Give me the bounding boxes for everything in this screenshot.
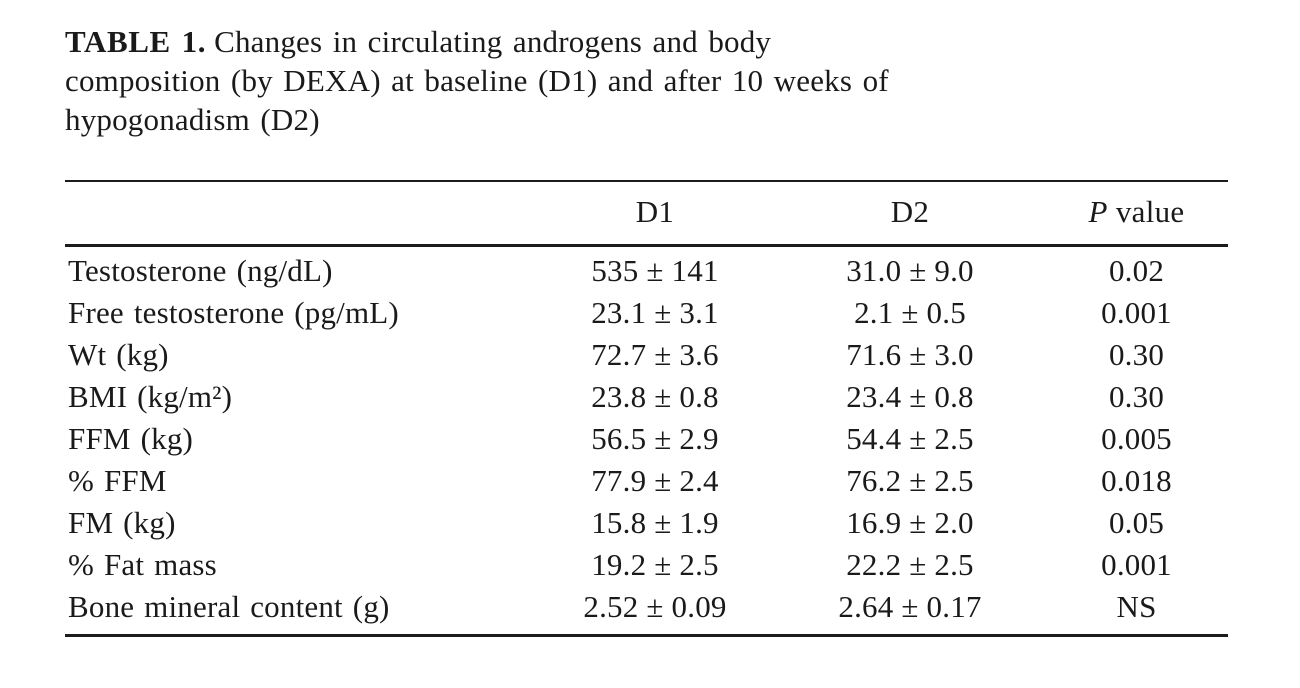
header-d2: D2: [775, 181, 1045, 247]
cell-parameter: FM (kg): [68, 505, 176, 540]
cell-p-value: NS: [1116, 589, 1157, 624]
table-row: FFM (kg) 56.5 ± 2.9 54.4 ± 2.5 0.005: [65, 418, 1228, 460]
paper-page: TABLE 1. Changes in circulating androgens…: [65, 22, 1228, 637]
table-row: BMI (kg/m²) 23.8 ± 0.8 23.4 ± 0.8 0.30: [65, 376, 1228, 418]
cell-p-value: 0.018: [1101, 463, 1172, 498]
table-caption: TABLE 1. Changes in circulating androgens…: [65, 22, 1228, 139]
cell-parameter: Free testosterone (pg/mL): [68, 295, 399, 330]
table-row: % FFM 77.9 ± 2.4 76.2 ± 2.5 0.018: [65, 460, 1228, 502]
header-d1: D1: [535, 181, 775, 247]
cell-p-value: 0.30: [1108, 337, 1165, 372]
cell-d1: 23.1 ± 3.1: [591, 295, 719, 330]
cell-parameter: Bone mineral content (g): [68, 589, 390, 624]
table-row: Free testosterone (pg/mL) 23.1 ± 3.1 2.1…: [65, 292, 1228, 334]
caption-line-2: composition (by DEXA) at baseline (D1) a…: [65, 63, 889, 98]
caption-line-3: hypogonadism (D2): [65, 102, 320, 137]
results-table: D1 D2 P value Testosterone (ng/dL) 535 ±…: [65, 180, 1228, 637]
cell-parameter: Wt (kg): [68, 337, 169, 372]
cell-p-value: 0.05: [1108, 505, 1165, 540]
header-parameter: [65, 181, 535, 247]
cell-d2: 22.2 ± 2.5: [846, 547, 974, 582]
cell-p-value: 0.005: [1101, 421, 1172, 456]
cell-d2: 2.64 ± 0.17: [838, 589, 982, 624]
cell-d2: 16.9 ± 2.0: [846, 505, 974, 540]
cell-p-value: 0.001: [1101, 295, 1172, 330]
cell-d2: 31.0 ± 9.0: [846, 253, 974, 288]
cell-d2: 23.4 ± 0.8: [846, 379, 974, 414]
cell-parameter: % FFM: [68, 463, 167, 498]
header-p-value: P value: [1045, 181, 1228, 247]
cell-d2: 2.1 ± 0.5: [854, 295, 966, 330]
cell-parameter: Testosterone (ng/dL): [68, 253, 333, 288]
table-row: Testosterone (ng/dL) 535 ± 141 31.0 ± 9.…: [65, 246, 1228, 293]
cell-d1: 535 ± 141: [591, 253, 719, 288]
cell-parameter: % Fat mass: [68, 547, 217, 582]
cell-d1: 77.9 ± 2.4: [591, 463, 719, 498]
p-value-word: value: [1107, 194, 1185, 229]
caption-text-1: Changes in circulating androgens and bod…: [214, 24, 772, 59]
cell-d2: 76.2 ± 2.5: [846, 463, 974, 498]
cell-parameter: FFM (kg): [68, 421, 194, 456]
cell-d1: 56.5 ± 2.9: [591, 421, 719, 456]
p-symbol: P: [1088, 194, 1108, 229]
cell-p-value: 0.02: [1108, 253, 1165, 288]
cell-p-value: 0.001: [1101, 547, 1172, 582]
table-number-label: TABLE 1.: [65, 24, 207, 59]
table-row: Bone mineral content (g) 2.52 ± 0.09 2.6…: [65, 586, 1228, 636]
cell-p-value: 0.30: [1108, 379, 1165, 414]
cell-d1: 2.52 ± 0.09: [583, 589, 727, 624]
header-row: D1 D2 P value: [65, 181, 1228, 247]
cell-parameter: BMI (kg/m²): [68, 379, 233, 414]
cell-d1: 23.8 ± 0.8: [591, 379, 719, 414]
table-row: % Fat mass 19.2 ± 2.5 22.2 ± 2.5 0.001: [65, 544, 1228, 586]
cell-d1: 72.7 ± 3.6: [591, 337, 719, 372]
cell-d1: 19.2 ± 2.5: [591, 547, 719, 582]
cell-d2: 54.4 ± 2.5: [846, 421, 974, 456]
table-row: Wt (kg) 72.7 ± 3.6 71.6 ± 3.0 0.30: [65, 334, 1228, 376]
table-row: FM (kg) 15.8 ± 1.9 16.9 ± 2.0 0.05: [65, 502, 1228, 544]
caption-line-1: TABLE 1. Changes in circulating androgens…: [65, 22, 1228, 61]
cell-d1: 15.8 ± 1.9: [591, 505, 719, 540]
cell-d2: 71.6 ± 3.0: [846, 337, 974, 372]
